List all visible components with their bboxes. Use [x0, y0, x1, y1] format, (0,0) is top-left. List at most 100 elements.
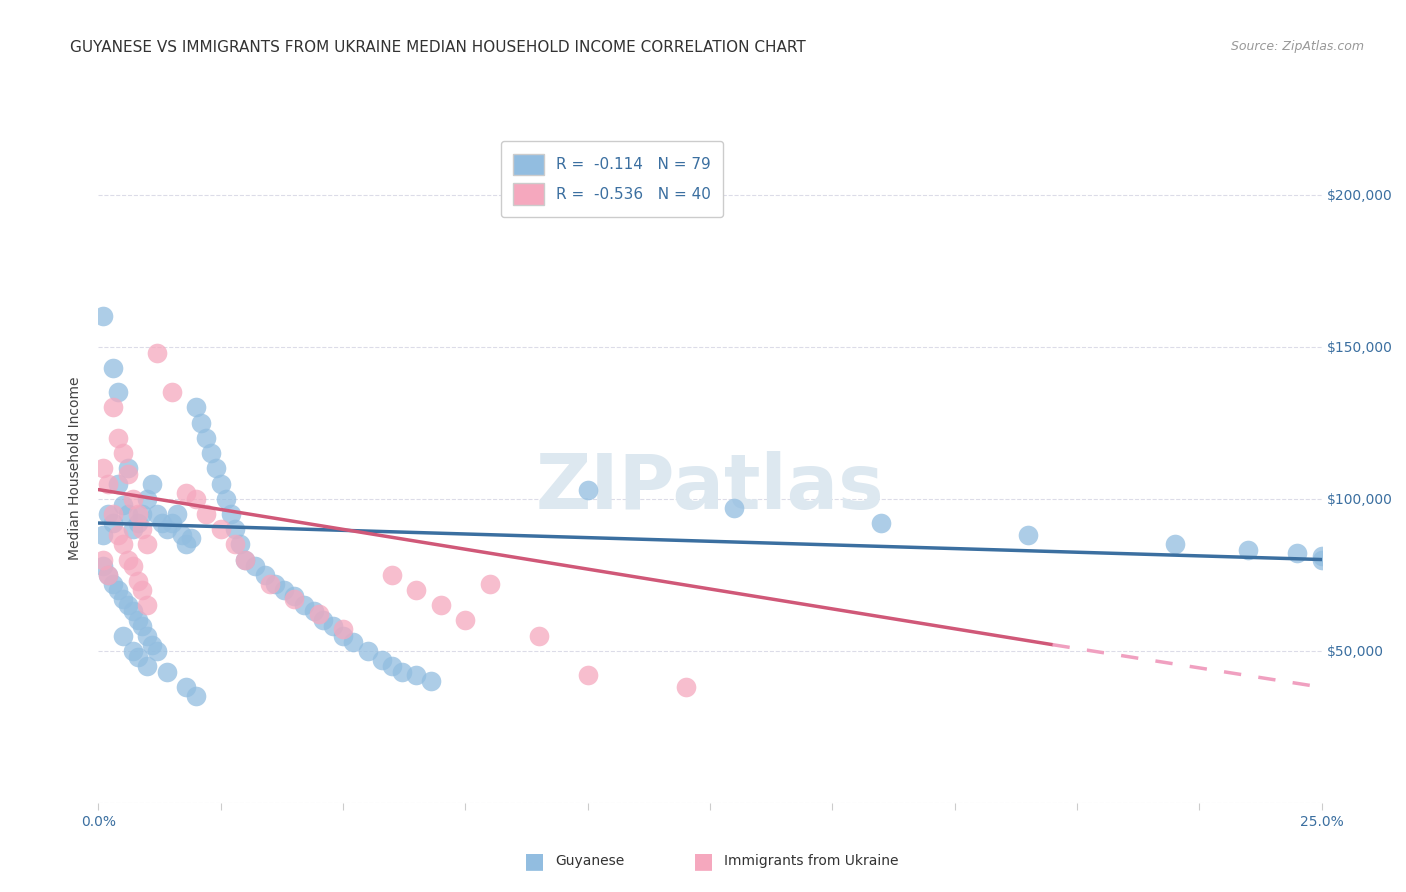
- Text: Immigrants from Ukraine: Immigrants from Ukraine: [724, 854, 898, 868]
- Point: [131, 507, 153, 521]
- Point: [101, 361, 124, 376]
- Point: [312, 613, 335, 627]
- Point: [186, 401, 208, 415]
- Point: [107, 582, 129, 597]
- Point: [205, 461, 228, 475]
- Point: [195, 431, 218, 445]
- Point: [420, 674, 443, 689]
- Point: [209, 476, 232, 491]
- Point: [405, 582, 427, 597]
- Point: [1310, 549, 1333, 564]
- Point: [111, 498, 134, 512]
- Legend: R =  -0.114   N = 79, R =  -0.536   N = 40: R = -0.114 N = 79, R = -0.536 N = 40: [501, 142, 723, 217]
- Point: [176, 485, 198, 500]
- Point: [107, 528, 129, 542]
- Point: [121, 491, 143, 506]
- Point: [141, 638, 163, 652]
- Point: [342, 634, 364, 648]
- Point: [381, 659, 404, 673]
- Point: [1017, 528, 1039, 542]
- Point: [371, 653, 394, 667]
- Point: [91, 528, 114, 542]
- Point: [111, 628, 134, 642]
- Point: [166, 507, 188, 521]
- Point: [1237, 543, 1260, 558]
- Point: [186, 690, 208, 704]
- Point: [186, 491, 208, 506]
- Point: [107, 476, 129, 491]
- Point: [160, 516, 183, 530]
- Point: [136, 598, 159, 612]
- Point: [127, 574, 149, 588]
- Point: [136, 628, 159, 642]
- Point: [302, 604, 325, 618]
- Point: [146, 345, 169, 359]
- Point: [141, 476, 163, 491]
- Point: [97, 567, 120, 582]
- Point: [870, 516, 893, 530]
- Point: [101, 577, 124, 591]
- Point: [273, 582, 295, 597]
- Point: [195, 507, 218, 521]
- Point: [111, 592, 134, 607]
- Point: [117, 467, 139, 482]
- Point: [200, 446, 222, 460]
- Point: [101, 516, 124, 530]
- Point: [1164, 537, 1187, 551]
- Point: [283, 592, 305, 607]
- Text: Source: ZipAtlas.com: Source: ZipAtlas.com: [1230, 40, 1364, 54]
- Point: [121, 558, 143, 573]
- Point: [127, 649, 149, 664]
- Point: [259, 577, 281, 591]
- Point: [214, 491, 236, 506]
- Point: [332, 628, 354, 642]
- Point: [156, 665, 179, 679]
- Point: [156, 522, 179, 536]
- Point: [91, 310, 114, 324]
- Point: [91, 461, 114, 475]
- Point: [576, 668, 599, 682]
- Point: [91, 558, 114, 573]
- Point: [292, 598, 315, 612]
- Text: Guyanese: Guyanese: [555, 854, 624, 868]
- Point: [111, 446, 134, 460]
- Point: [170, 528, 193, 542]
- Point: [127, 507, 149, 521]
- Point: [283, 589, 305, 603]
- Point: [454, 613, 477, 627]
- Point: [190, 416, 212, 430]
- Point: [356, 644, 378, 658]
- Point: [117, 598, 139, 612]
- Point: [136, 491, 159, 506]
- Point: [107, 431, 129, 445]
- Text: GUYANESE VS IMMIGRANTS FROM UKRAINE MEDIAN HOUSEHOLD INCOME CORRELATION CHART: GUYANESE VS IMMIGRANTS FROM UKRAINE MEDI…: [70, 40, 806, 55]
- Point: [91, 552, 114, 566]
- Point: [430, 598, 453, 612]
- Point: [136, 659, 159, 673]
- Point: [101, 507, 124, 521]
- Point: [527, 628, 550, 642]
- Point: [224, 537, 246, 551]
- Point: [131, 619, 153, 633]
- Y-axis label: Median Household Income: Median Household Income: [69, 376, 83, 560]
- Point: [405, 668, 427, 682]
- Point: [209, 522, 232, 536]
- Point: [121, 522, 143, 536]
- Point: [97, 507, 120, 521]
- Point: [107, 385, 129, 400]
- Point: [117, 507, 139, 521]
- Point: [224, 522, 246, 536]
- Point: [243, 558, 266, 573]
- Point: [160, 385, 183, 400]
- Point: [121, 604, 143, 618]
- Point: [391, 665, 413, 679]
- Point: [229, 537, 252, 551]
- Point: [131, 582, 153, 597]
- Point: [381, 567, 404, 582]
- Point: [117, 552, 139, 566]
- Point: [332, 623, 354, 637]
- Point: [219, 507, 242, 521]
- Point: [322, 619, 344, 633]
- Point: [253, 567, 276, 582]
- Point: [1310, 552, 1333, 566]
